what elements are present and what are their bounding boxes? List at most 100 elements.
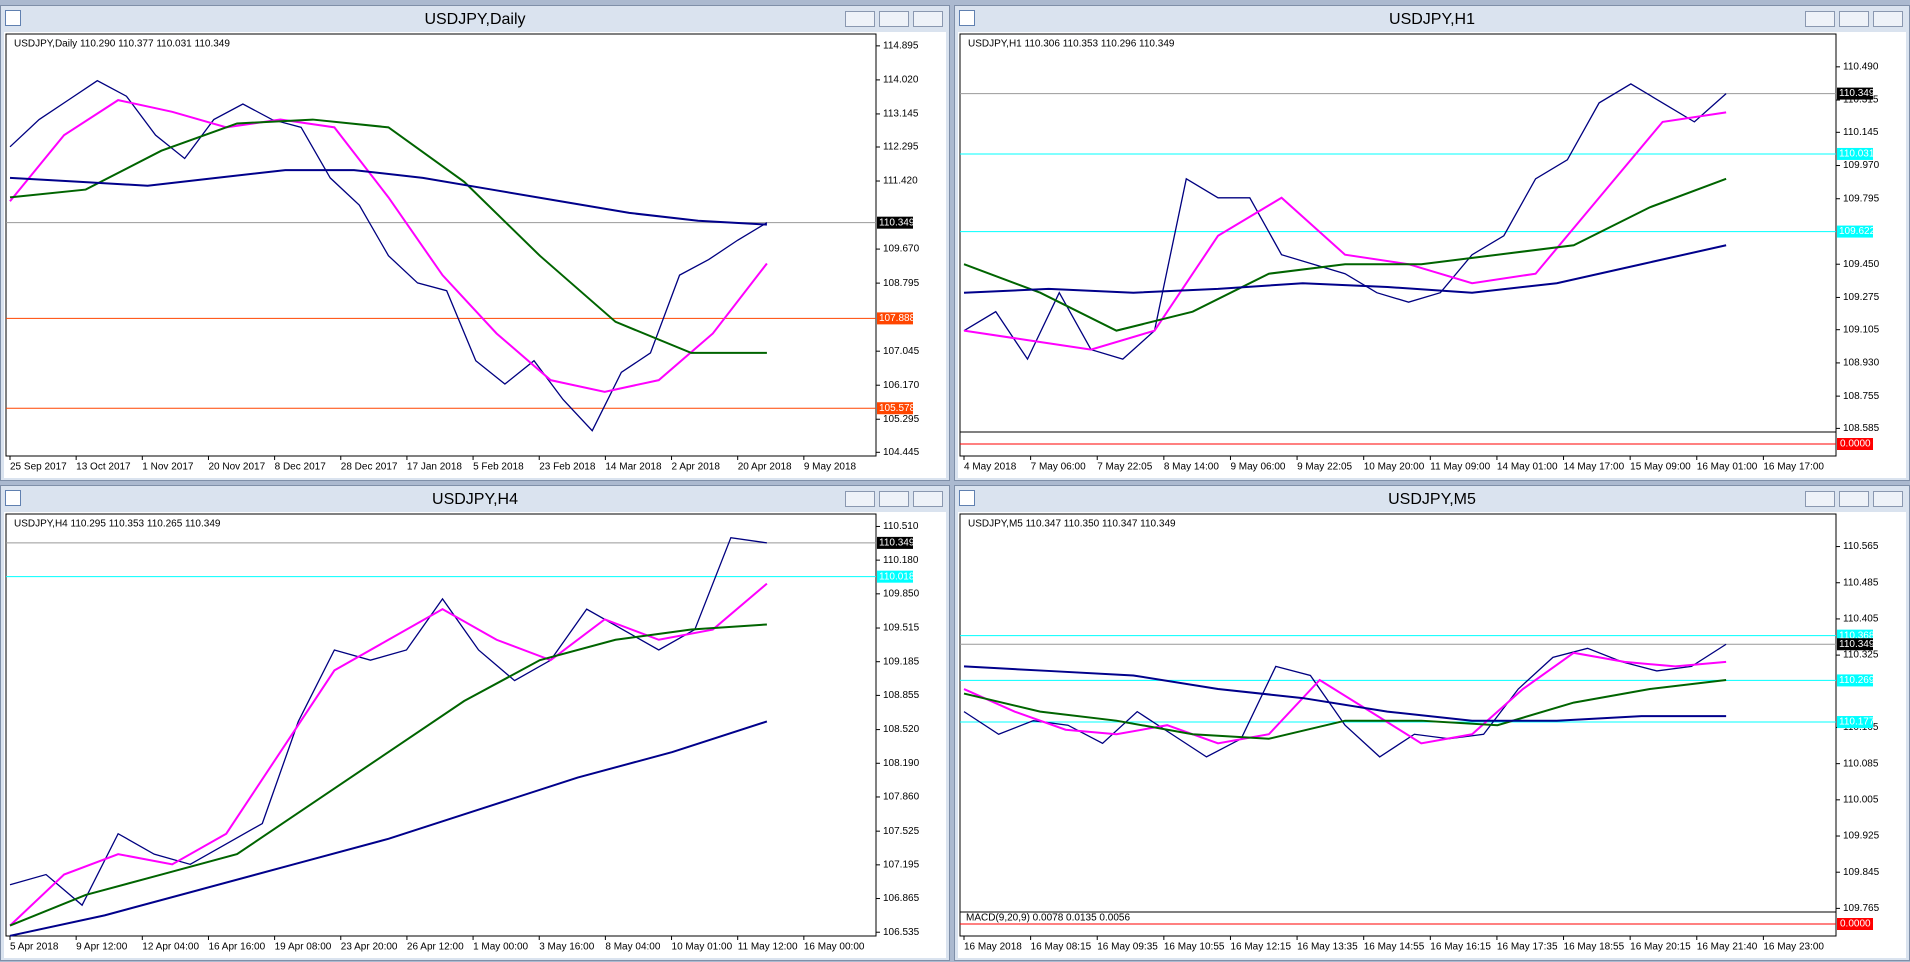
symbol-info: USDJPY,Daily 110.290 110.377 110.031 110… bbox=[14, 39, 230, 50]
restore-button[interactable] bbox=[879, 11, 909, 27]
indicator-label-bg bbox=[1837, 918, 1873, 930]
price-label-bg bbox=[1837, 716, 1873, 729]
price-label-bg bbox=[877, 216, 913, 229]
window-icon bbox=[959, 490, 975, 506]
x-tick-label: 4 May 2018 bbox=[964, 462, 1017, 473]
x-tick-label: 8 May 04:00 bbox=[605, 942, 660, 953]
moving-average bbox=[9, 118, 767, 354]
y-tick-label: 111.420 bbox=[883, 176, 918, 187]
price-line-series bbox=[963, 83, 1727, 361]
moving-average bbox=[963, 678, 1727, 740]
y-tick-label: 109.515 bbox=[883, 623, 920, 634]
y-tick-label: 106.865 bbox=[883, 893, 920, 904]
y-tick-label: 109.850 bbox=[883, 588, 920, 599]
price-label-bg bbox=[1837, 225, 1873, 238]
x-tick-label: 13 Oct 2017 bbox=[76, 462, 131, 473]
x-tick-label: 12 Apr 04:00 bbox=[142, 942, 199, 953]
restore-button[interactable] bbox=[879, 491, 909, 507]
price-label: 110.349 bbox=[1839, 639, 1875, 650]
chart-window: USDJPY,H4 USDJPY,H4 110.295 110.353 110.2… bbox=[0, 485, 950, 961]
restore-button[interactable] bbox=[1839, 11, 1869, 27]
title-bar: USDJPY,M5 bbox=[955, 486, 1909, 512]
window-icon bbox=[5, 10, 21, 26]
title-bar: USDJPY,Daily bbox=[1, 6, 949, 32]
y-tick-label: 109.795 bbox=[1843, 193, 1880, 204]
close-button[interactable] bbox=[913, 11, 943, 27]
window-icon bbox=[959, 10, 975, 26]
title-bar: USDJPY,H1 bbox=[955, 6, 1909, 32]
price-label-bg bbox=[1837, 638, 1873, 651]
window-buttons bbox=[1805, 11, 1903, 27]
x-tick-label: 23 Apr 20:00 bbox=[341, 942, 398, 953]
y-tick-label: 108.585 bbox=[1843, 423, 1880, 434]
plot-frame bbox=[5, 513, 877, 937]
x-tick-label: 16 May 16:15 bbox=[1430, 942, 1491, 953]
x-tick-label: 16 May 08:15 bbox=[1031, 942, 1092, 953]
y-tick-label: 110.405 bbox=[1843, 614, 1879, 625]
moving-average bbox=[9, 99, 768, 393]
y-tick-label: 110.510 bbox=[883, 521, 919, 532]
y-tick-label: 110.085 bbox=[1843, 758, 1879, 769]
price-label-bg bbox=[877, 536, 913, 549]
window-title: USDJPY,H1 bbox=[1389, 11, 1475, 28]
y-tick-label: 109.105 bbox=[1843, 324, 1880, 335]
y-tick-label: 110.325 bbox=[1843, 650, 1879, 661]
x-tick-label: 2 Apr 2018 bbox=[672, 462, 721, 473]
y-tick-label: 104.445 bbox=[883, 447, 920, 458]
price-label: 107.888 bbox=[879, 313, 916, 324]
x-tick-label: 20 Nov 2017 bbox=[208, 462, 265, 473]
y-tick-label: 112.295 bbox=[883, 142, 919, 153]
minimize-button[interactable] bbox=[845, 491, 875, 507]
minimize-button[interactable] bbox=[845, 11, 875, 27]
x-tick-label: 16 Apr 16:00 bbox=[208, 942, 265, 953]
minimize-button[interactable] bbox=[1805, 491, 1835, 507]
moving-average bbox=[9, 169, 767, 226]
x-tick-label: 16 May 20:15 bbox=[1630, 942, 1691, 953]
x-tick-label: 14 May 01:00 bbox=[1497, 462, 1558, 473]
price-line-series bbox=[9, 536, 767, 907]
y-tick-label: 109.765 bbox=[1843, 903, 1880, 914]
indicator-label: 0.0000 bbox=[1840, 919, 1871, 930]
x-tick-label: 26 Apr 12:00 bbox=[407, 942, 464, 953]
y-tick-label: 107.045 bbox=[883, 346, 920, 357]
x-tick-label: 11 May 12:00 bbox=[738, 942, 798, 953]
price-label: 110.349 bbox=[1839, 88, 1875, 99]
minimize-button[interactable] bbox=[1805, 11, 1835, 27]
x-tick-label: 23 Feb 2018 bbox=[539, 462, 596, 473]
symbol-info: USDJPY,H4 110.295 110.353 110.265 110.34… bbox=[14, 519, 221, 530]
y-tick-label: 109.925 bbox=[1843, 831, 1880, 842]
y-tick-label: 109.185 bbox=[883, 656, 920, 667]
x-tick-label: 16 May 17:35 bbox=[1497, 942, 1558, 953]
moving-average bbox=[9, 720, 768, 937]
price-label: 110.031 bbox=[1839, 149, 1875, 160]
x-tick-label: 16 May 23:00 bbox=[1763, 942, 1824, 953]
x-tick-label: 9 May 06:00 bbox=[1230, 462, 1285, 473]
x-tick-label: 15 May 09:00 bbox=[1630, 462, 1691, 473]
x-tick-label: 16 May 10:55 bbox=[1164, 942, 1225, 953]
x-tick-label: 11 May 09:00 bbox=[1430, 462, 1490, 473]
indicator-label-bg bbox=[1837, 438, 1873, 450]
x-tick-label: 16 May 17:00 bbox=[1763, 462, 1824, 473]
y-tick-label: 110.490 bbox=[1843, 61, 1879, 72]
x-tick-label: 16 May 14:55 bbox=[1364, 942, 1425, 953]
price-label-bg bbox=[877, 402, 913, 415]
chart-canvas: USDJPY,H4 110.295 110.353 110.265 110.34… bbox=[4, 512, 946, 958]
y-tick-label: 110.145 bbox=[1843, 127, 1879, 138]
price-label: 110.269 bbox=[1839, 675, 1875, 686]
close-button[interactable] bbox=[913, 491, 943, 507]
y-tick-label: 113.145 bbox=[883, 109, 919, 120]
chart-canvas: USDJPY,H1 110.306 110.353 110.296 110.34… bbox=[958, 32, 1906, 478]
y-tick-label: 108.755 bbox=[1843, 391, 1880, 402]
x-tick-label: 17 Jan 2018 bbox=[407, 462, 462, 473]
x-tick-label: 1 Nov 2017 bbox=[142, 462, 194, 473]
close-button[interactable] bbox=[1873, 491, 1903, 507]
y-tick-label: 105.295 bbox=[883, 414, 920, 425]
y-tick-label: 107.195 bbox=[883, 859, 920, 870]
moving-average bbox=[963, 665, 1727, 722]
y-tick-label: 110.565 bbox=[1843, 541, 1879, 552]
x-tick-label: 16 May 13:35 bbox=[1297, 942, 1358, 953]
close-button[interactable] bbox=[1873, 11, 1903, 27]
restore-button[interactable] bbox=[1839, 491, 1869, 507]
y-tick-label: 109.275 bbox=[1843, 292, 1880, 303]
y-tick-label: 114.895 bbox=[883, 41, 919, 52]
